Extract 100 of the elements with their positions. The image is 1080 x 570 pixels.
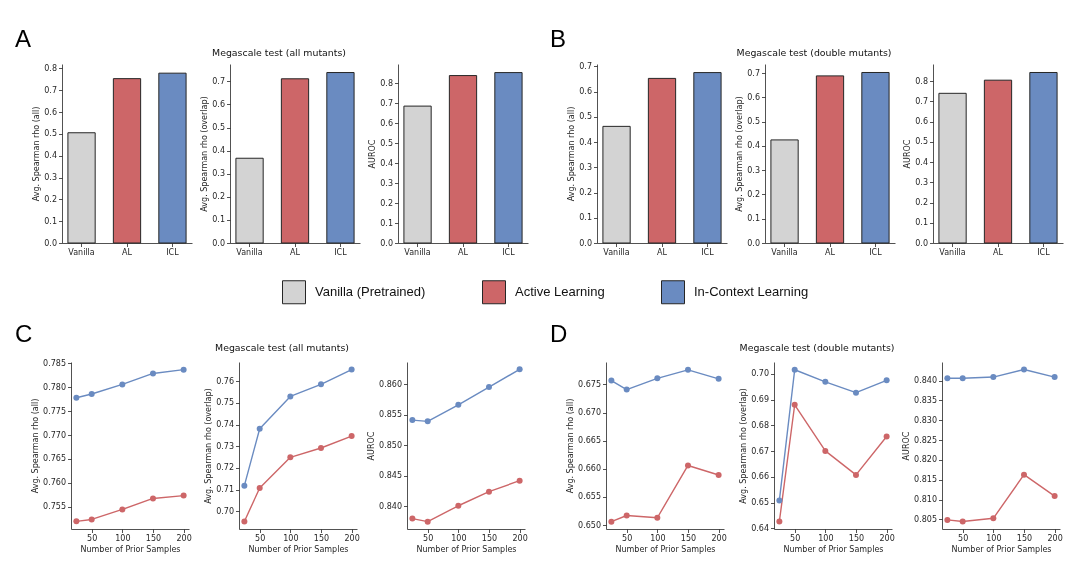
- y-tick-label: 0.8: [915, 76, 928, 86]
- y-tick-label: 0.67: [751, 446, 769, 456]
- x-tick-label: Vanilla: [603, 248, 630, 257]
- point: [424, 518, 431, 525]
- y-tick-label: 0.7: [212, 76, 225, 86]
- y-tick-label: 0.755: [43, 502, 66, 512]
- y-tick-label: 0.7: [44, 85, 57, 95]
- point: [1051, 374, 1058, 381]
- y-axis-title: Avg. Spearman rho (all): [566, 398, 576, 494]
- point: [256, 485, 263, 492]
- text: A: [15, 25, 32, 52]
- x-tick-label: ICL: [701, 248, 715, 257]
- chart-title: Megascale test (double mutants): [739, 341, 895, 353]
- point: [959, 518, 966, 525]
- x-tick-label: 50: [622, 534, 633, 543]
- y-tick-label: 0.2: [579, 188, 592, 198]
- y-axis-title: AUROC: [902, 431, 912, 461]
- point: [241, 482, 248, 489]
- y-axis-title: Avg. Spearman rho (all): [31, 398, 41, 494]
- x-axis-title: Number of Prior Samples: [615, 545, 716, 554]
- y-tick-label: 0.820: [914, 455, 937, 465]
- point: [623, 386, 630, 393]
- y-tick-label: 0.810: [914, 495, 937, 505]
- y-tick-label: 0.850: [379, 440, 402, 450]
- y-tick-label: 0.0: [44, 238, 57, 248]
- y-tick-label: 0.6: [212, 99, 225, 109]
- y-tick-label: 0.840: [914, 376, 937, 386]
- text: D: [550, 320, 568, 347]
- y-tick-label: 0.5: [915, 137, 928, 147]
- x-tick-label: Vanilla: [771, 248, 798, 257]
- point: [608, 377, 615, 384]
- y-tick-label: 0.5: [380, 138, 393, 148]
- x-tick-label: 100: [115, 534, 131, 543]
- x-axis-title: Number of Prior Samples: [783, 545, 884, 554]
- y-tick-label: 0.4: [44, 151, 57, 161]
- point: [776, 497, 783, 504]
- y-tick-label: 0.7: [915, 96, 928, 106]
- point: [317, 445, 324, 451]
- y-tick-label: 0.6: [44, 107, 57, 117]
- point: [1020, 471, 1027, 478]
- point: [455, 502, 462, 509]
- y-axis-title: Avg. Spearman rho (all): [32, 106, 42, 202]
- point: [73, 394, 80, 401]
- point: [791, 401, 798, 408]
- x-tick-label: Vanilla: [939, 248, 966, 257]
- x-tick-label: AL: [458, 248, 469, 257]
- point: [684, 462, 691, 469]
- point: [852, 389, 859, 396]
- x-axis-title: Number of Prior Samples: [951, 545, 1052, 554]
- y-tick-label: 0.825: [914, 435, 937, 445]
- text: B: [550, 25, 567, 52]
- y-tick-label: 0.835: [914, 395, 937, 405]
- point: [409, 515, 416, 522]
- y-tick-label: 0.7: [747, 68, 760, 78]
- point: [944, 516, 951, 523]
- legend-label: In-Context Learning: [694, 284, 809, 300]
- y-tick-label: 0.72: [216, 463, 234, 473]
- y-tick-label: 0.660: [578, 464, 601, 474]
- y-tick-label: 0.4: [212, 146, 225, 156]
- point: [424, 418, 431, 425]
- x-tick-label: AL: [825, 248, 836, 257]
- y-tick-label: 0.8: [380, 78, 393, 88]
- x-tick-label: ICL: [334, 248, 348, 257]
- y-axis-title: Avg. Spearman rho (overlap): [204, 388, 214, 504]
- x-tick-label: 50: [255, 534, 266, 543]
- point: [455, 401, 462, 408]
- point: [684, 366, 691, 373]
- point: [623, 512, 630, 519]
- x-tick-label: 50: [423, 534, 434, 543]
- y-tick-label: 0.2: [44, 194, 57, 204]
- point: [883, 377, 890, 384]
- x-tick-label: 200: [512, 534, 528, 543]
- point: [715, 375, 722, 382]
- x-axis-title: Number of Prior Samples: [248, 545, 349, 554]
- y-tick-label: 0.5: [212, 123, 225, 133]
- y-tick-label: 0.855: [379, 410, 402, 420]
- chart-title: Megascale test (all mutants): [215, 341, 349, 353]
- point: [654, 375, 661, 382]
- y-tick-label: 0.670: [578, 408, 601, 418]
- y-tick-label: 0.75: [216, 398, 234, 408]
- y-tick-label: 0.830: [914, 415, 937, 425]
- y-tick-label: 0.2: [212, 192, 225, 202]
- x-tick-label: 200: [344, 534, 360, 543]
- x-tick-label: 100: [986, 534, 1002, 543]
- y-axis-title: Avg. Spearman rho (overlap): [739, 388, 749, 504]
- x-tick-label: 200: [711, 534, 727, 543]
- point: [180, 366, 187, 373]
- y-tick-label: 0.805: [914, 514, 937, 524]
- y-tick-label: 0.0: [747, 238, 760, 248]
- x-tick-label: AL: [657, 248, 668, 257]
- chart-title: Megascale test (double mutants): [736, 46, 892, 58]
- y-tick-label: 0.4: [915, 157, 928, 167]
- text: C: [15, 320, 33, 347]
- x-tick-label: 150: [481, 534, 498, 543]
- point: [241, 518, 248, 525]
- y-tick-label: 0.3: [747, 165, 760, 175]
- point: [73, 518, 80, 525]
- point: [485, 488, 492, 495]
- point: [180, 492, 187, 499]
- x-tick-label: 150: [313, 534, 330, 543]
